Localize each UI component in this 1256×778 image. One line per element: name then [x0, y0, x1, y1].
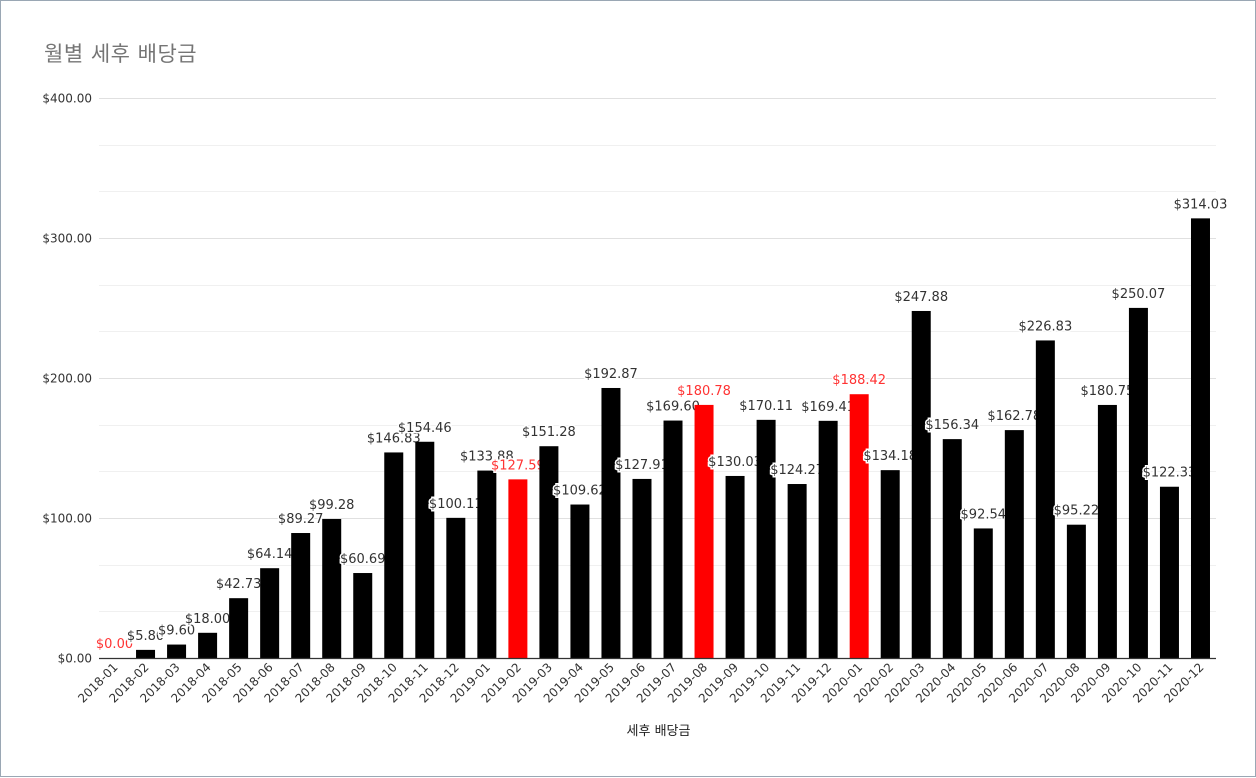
value-label-2019-07: $169.60 [646, 400, 700, 415]
bar-2018-07 [291, 533, 311, 658]
bar-2018-04 [198, 632, 218, 658]
value-label-2018-06: $64.14 [247, 547, 293, 562]
bar-2020-05 [973, 528, 993, 658]
value-label-2018-07: $89.27 [278, 512, 324, 527]
bar-2018-12 [446, 517, 466, 658]
bar-2020-04 [942, 439, 962, 658]
bar-2020-11 [1159, 486, 1179, 658]
bar-2019-02 [508, 479, 528, 658]
chart-title: 월별 세후 배당금 [44, 42, 198, 66]
bar-2020-01 [849, 394, 869, 658]
bar-2020-02 [880, 470, 900, 658]
bar-2018-06 [260, 568, 280, 658]
bar-2019-09 [725, 475, 745, 658]
bar-2020-03 [911, 310, 931, 658]
value-label-2020-03: $247.88 [894, 290, 948, 305]
value-label-2020-10: $250.07 [1112, 287, 1166, 302]
bar-2020-09 [1097, 404, 1117, 658]
value-label-2020-05: $92.54 [961, 507, 1007, 522]
value-label-2020-09: $180.75 [1081, 384, 1135, 399]
value-label-2020-06: $162.78 [987, 409, 1041, 424]
value-label-2018-10: $146.83 [367, 431, 421, 446]
y-tick-label: $300.00 [42, 232, 92, 246]
value-label-2020-12: $314.03 [1174, 197, 1228, 212]
value-label-2019-03: $151.28 [522, 425, 576, 440]
value-label-2018-01: $0.00 [96, 637, 133, 652]
bar-2018-05 [229, 598, 249, 658]
value-label-2018-09: $60.69 [340, 552, 386, 567]
value-label-2019-02: $127.59 [491, 458, 545, 473]
value-label-2019-11: $124.27 [770, 463, 824, 478]
value-label-2020-01: $188.42 [832, 373, 886, 388]
bar-2020-06 [1004, 430, 1024, 658]
bar-2018-11 [415, 441, 435, 658]
value-label-2019-10: $170.11 [739, 399, 793, 414]
value-label-2018-08: $99.28 [309, 498, 355, 513]
value-label-2019-01: $133.88 [460, 450, 514, 465]
bar-2019-10 [756, 419, 776, 658]
bar-2018-08 [322, 519, 342, 658]
bar-2019-11 [787, 484, 807, 658]
value-label-2020-02: $134.18 [863, 449, 917, 464]
bar-2019-05 [601, 387, 621, 658]
y-tick-label: $200.00 [42, 372, 92, 386]
bar-2018-02 [136, 649, 156, 658]
value-label-2018-03: $9.60 [158, 624, 195, 639]
value-label-2020-11: $122.33 [1143, 466, 1197, 481]
bar-2020-10 [1128, 307, 1148, 658]
value-label-2019-05: $192.87 [584, 367, 638, 382]
value-label-2018-11: $154.46 [398, 421, 452, 436]
value-label-2020-07: $226.83 [1018, 319, 1072, 334]
value-label-2019-06: $127.91 [615, 458, 669, 473]
bar-2019-03 [539, 446, 559, 658]
y-tick-label: $400.00 [42, 92, 92, 106]
value-label-2018-04: $18.00 [185, 612, 231, 627]
value-label-2020-04: $156.34 [925, 418, 979, 433]
bar-2019-06 [632, 478, 652, 658]
y-tick-label: $100.00 [42, 512, 92, 526]
value-label-2018-05: $42.73 [216, 577, 262, 592]
bar-2018-09 [353, 573, 373, 658]
value-label-2019-12: $169.41 [801, 400, 855, 415]
value-label-2020-08: $95.22 [1054, 504, 1100, 519]
bar-2019-04 [570, 504, 590, 658]
bar-2019-12 [818, 420, 838, 658]
bar-2019-07 [663, 420, 683, 658]
bar-2019-08 [694, 404, 714, 658]
bar-2020-08 [1066, 524, 1086, 658]
value-label-2019-09: $130.03 [708, 455, 762, 470]
y-tick-label: $0.00 [58, 652, 92, 666]
bar-2020-07 [1035, 340, 1055, 658]
bar-2018-03 [167, 644, 187, 658]
x-axis-title: 세후 배당금 [627, 724, 691, 739]
bar-2018-10 [384, 452, 404, 658]
value-label-2019-04: $109.62 [553, 484, 607, 499]
value-label-2018-12: $100.11 [429, 497, 483, 512]
value-label-2019-08: $180.78 [677, 384, 731, 399]
bar-2019-01 [477, 470, 497, 658]
value-label-2018-02: $5.80 [127, 629, 164, 644]
bar-2020-12 [1190, 218, 1210, 659]
